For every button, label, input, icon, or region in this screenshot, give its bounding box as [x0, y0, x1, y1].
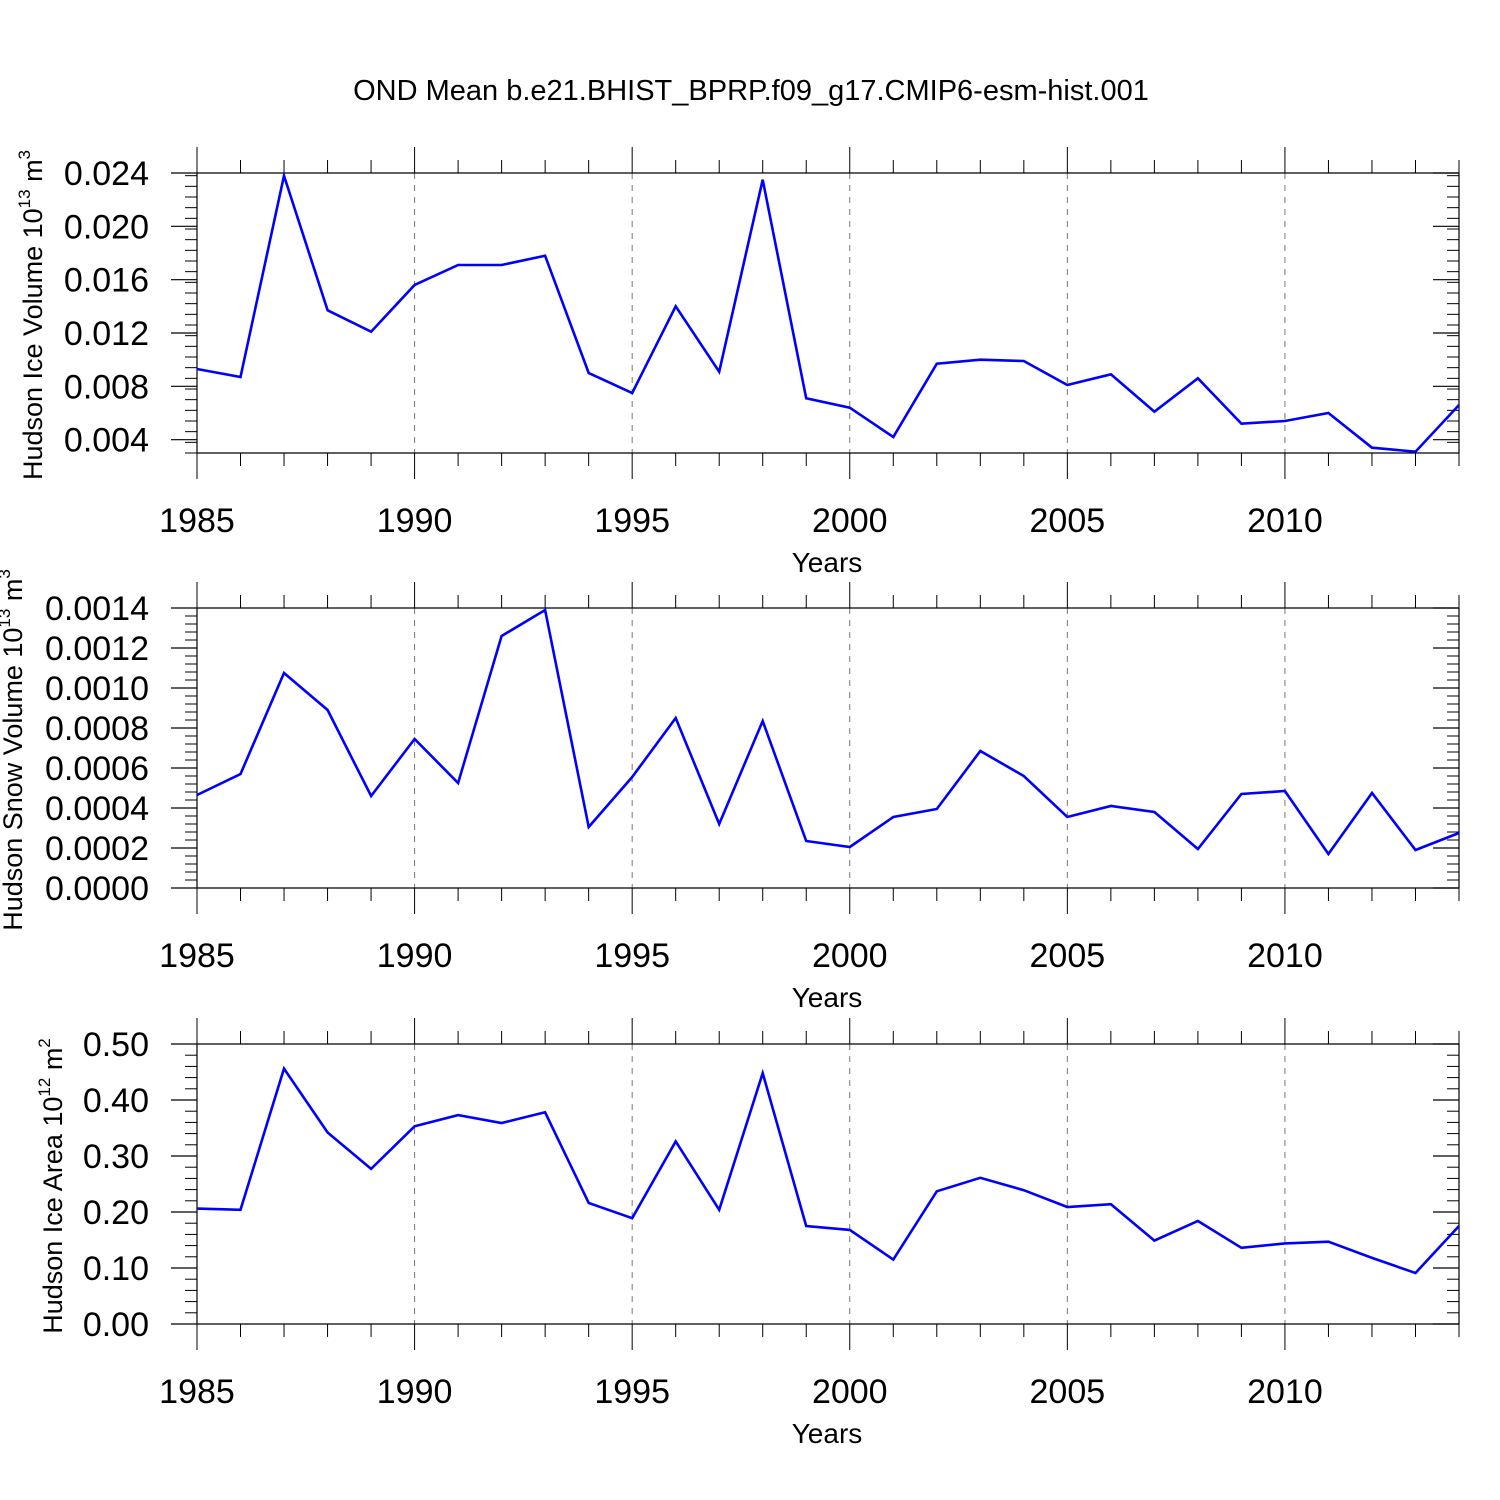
y-axis-label-unit: m: [18, 159, 48, 189]
y-tick-label: 0.0000: [45, 870, 149, 908]
chart-panels: 1985 1990 1995 2000 2005 2010 0.004 0.008 0.012 0…: [0, 147, 1460, 1449]
x-tick-label: 1990: [377, 1373, 453, 1411]
x-tick-label: 2000: [812, 1373, 888, 1411]
chart-panel-3: 1985 1990 1995 2000 2005 2010 0.00 0.10 0.20 0.30…: [35, 1018, 1460, 1449]
y-axis-label: Hudson Ice Area 1012 m2: [35, 1038, 68, 1334]
y-tick-label: 0.016: [64, 262, 149, 300]
y-axis-label-unit-exponent: 3: [0, 569, 14, 578]
x-tick-label: 1985: [159, 937, 235, 975]
y-tick-label: 0.0002: [45, 830, 149, 868]
y-tick-label: 0.0010: [45, 670, 149, 708]
y-tick-label: 0.012: [64, 315, 149, 353]
y-axis-label-exponent: 13: [15, 189, 34, 208]
y-tick-label: 0.40: [83, 1082, 149, 1120]
data-series-line: [196, 1065, 1460, 1275]
x-tick-label: 2010: [1247, 502, 1323, 540]
x-tick-label: 1995: [594, 502, 670, 540]
y-tick-label: 0.0014: [45, 590, 149, 628]
x-axis-label: Years: [792, 1418, 863, 1449]
x-axis-label: Years: [792, 547, 863, 578]
x-tick-label: 1990: [377, 502, 453, 540]
y-tick-label: 0.004: [64, 422, 149, 460]
y-axis-label-text: Hudson Ice Volume 10: [18, 208, 48, 480]
y-tick-label: 0.20: [83, 1194, 149, 1232]
x-tick-label: 2000: [812, 502, 888, 540]
x-tick-label: 2005: [1030, 1373, 1106, 1411]
y-axis-label-unit: m: [0, 579, 28, 609]
y-tick-label: 0.30: [83, 1138, 149, 1176]
y-tick-label: 0.008: [64, 368, 149, 406]
y-axis-label: Hudson Ice Volume 1013 m3: [15, 150, 48, 480]
y-tick-label: 0.020: [64, 208, 149, 246]
y-tick-label: 0.024: [64, 155, 149, 193]
y-tick-label: 0.0004: [45, 790, 149, 828]
y-axis-label-text: Hudson Ice Area 10: [38, 1097, 68, 1334]
y-tick-label: 0.00: [83, 1306, 149, 1344]
x-tick-label: 1985: [159, 1373, 235, 1411]
y-axis-label-unit-exponent: 2: [35, 1038, 54, 1047]
chart-panel-1: 1985 1990 1995 2000 2005 2010 0.004 0.008 0.012 0…: [15, 147, 1460, 578]
x-tick-label: 2010: [1247, 1373, 1323, 1411]
y-tick-label: 0.0006: [45, 750, 149, 788]
x-tick-label: 2005: [1030, 937, 1106, 975]
y-axis-label-exponent: 12: [35, 1078, 54, 1097]
x-tick-label: 1985: [159, 502, 235, 540]
x-tick-label: 1995: [594, 1373, 670, 1411]
y-tick-label: 0.10: [83, 1250, 149, 1288]
x-tick-label: 1995: [594, 937, 670, 975]
y-axis-label-text: Hudson Snow Volume 10: [0, 628, 28, 931]
figure-title: OND Mean b.e21.BHIST_BPRP.f09_g17.CMIP6-…: [353, 75, 1149, 107]
y-axis-label: Hudson Snow Volume 1013 m3: [0, 569, 28, 931]
x-tick-label: 2010: [1247, 937, 1323, 975]
y-tick-label: 0.0012: [45, 630, 149, 668]
x-tick-label: 2000: [812, 937, 888, 975]
y-tick-label: 0.50: [83, 1026, 149, 1064]
y-axis-label-exponent: 13: [0, 609, 14, 628]
y-axis-label-unit-exponent: 3: [15, 150, 34, 159]
data-series-line: [196, 170, 1460, 454]
x-axis-label: Years: [792, 982, 863, 1013]
y-tick-label: 0.0008: [45, 710, 149, 748]
chart-panel-2: 1985 1990 1995 2000 2005 20100.00000.00020.00…: [0, 569, 1460, 1013]
x-tick-label: 1990: [377, 937, 453, 975]
data-series-line: [196, 607, 1460, 857]
x-tick-label: 2005: [1030, 502, 1106, 540]
y-axis-label-unit: m: [38, 1048, 68, 1078]
